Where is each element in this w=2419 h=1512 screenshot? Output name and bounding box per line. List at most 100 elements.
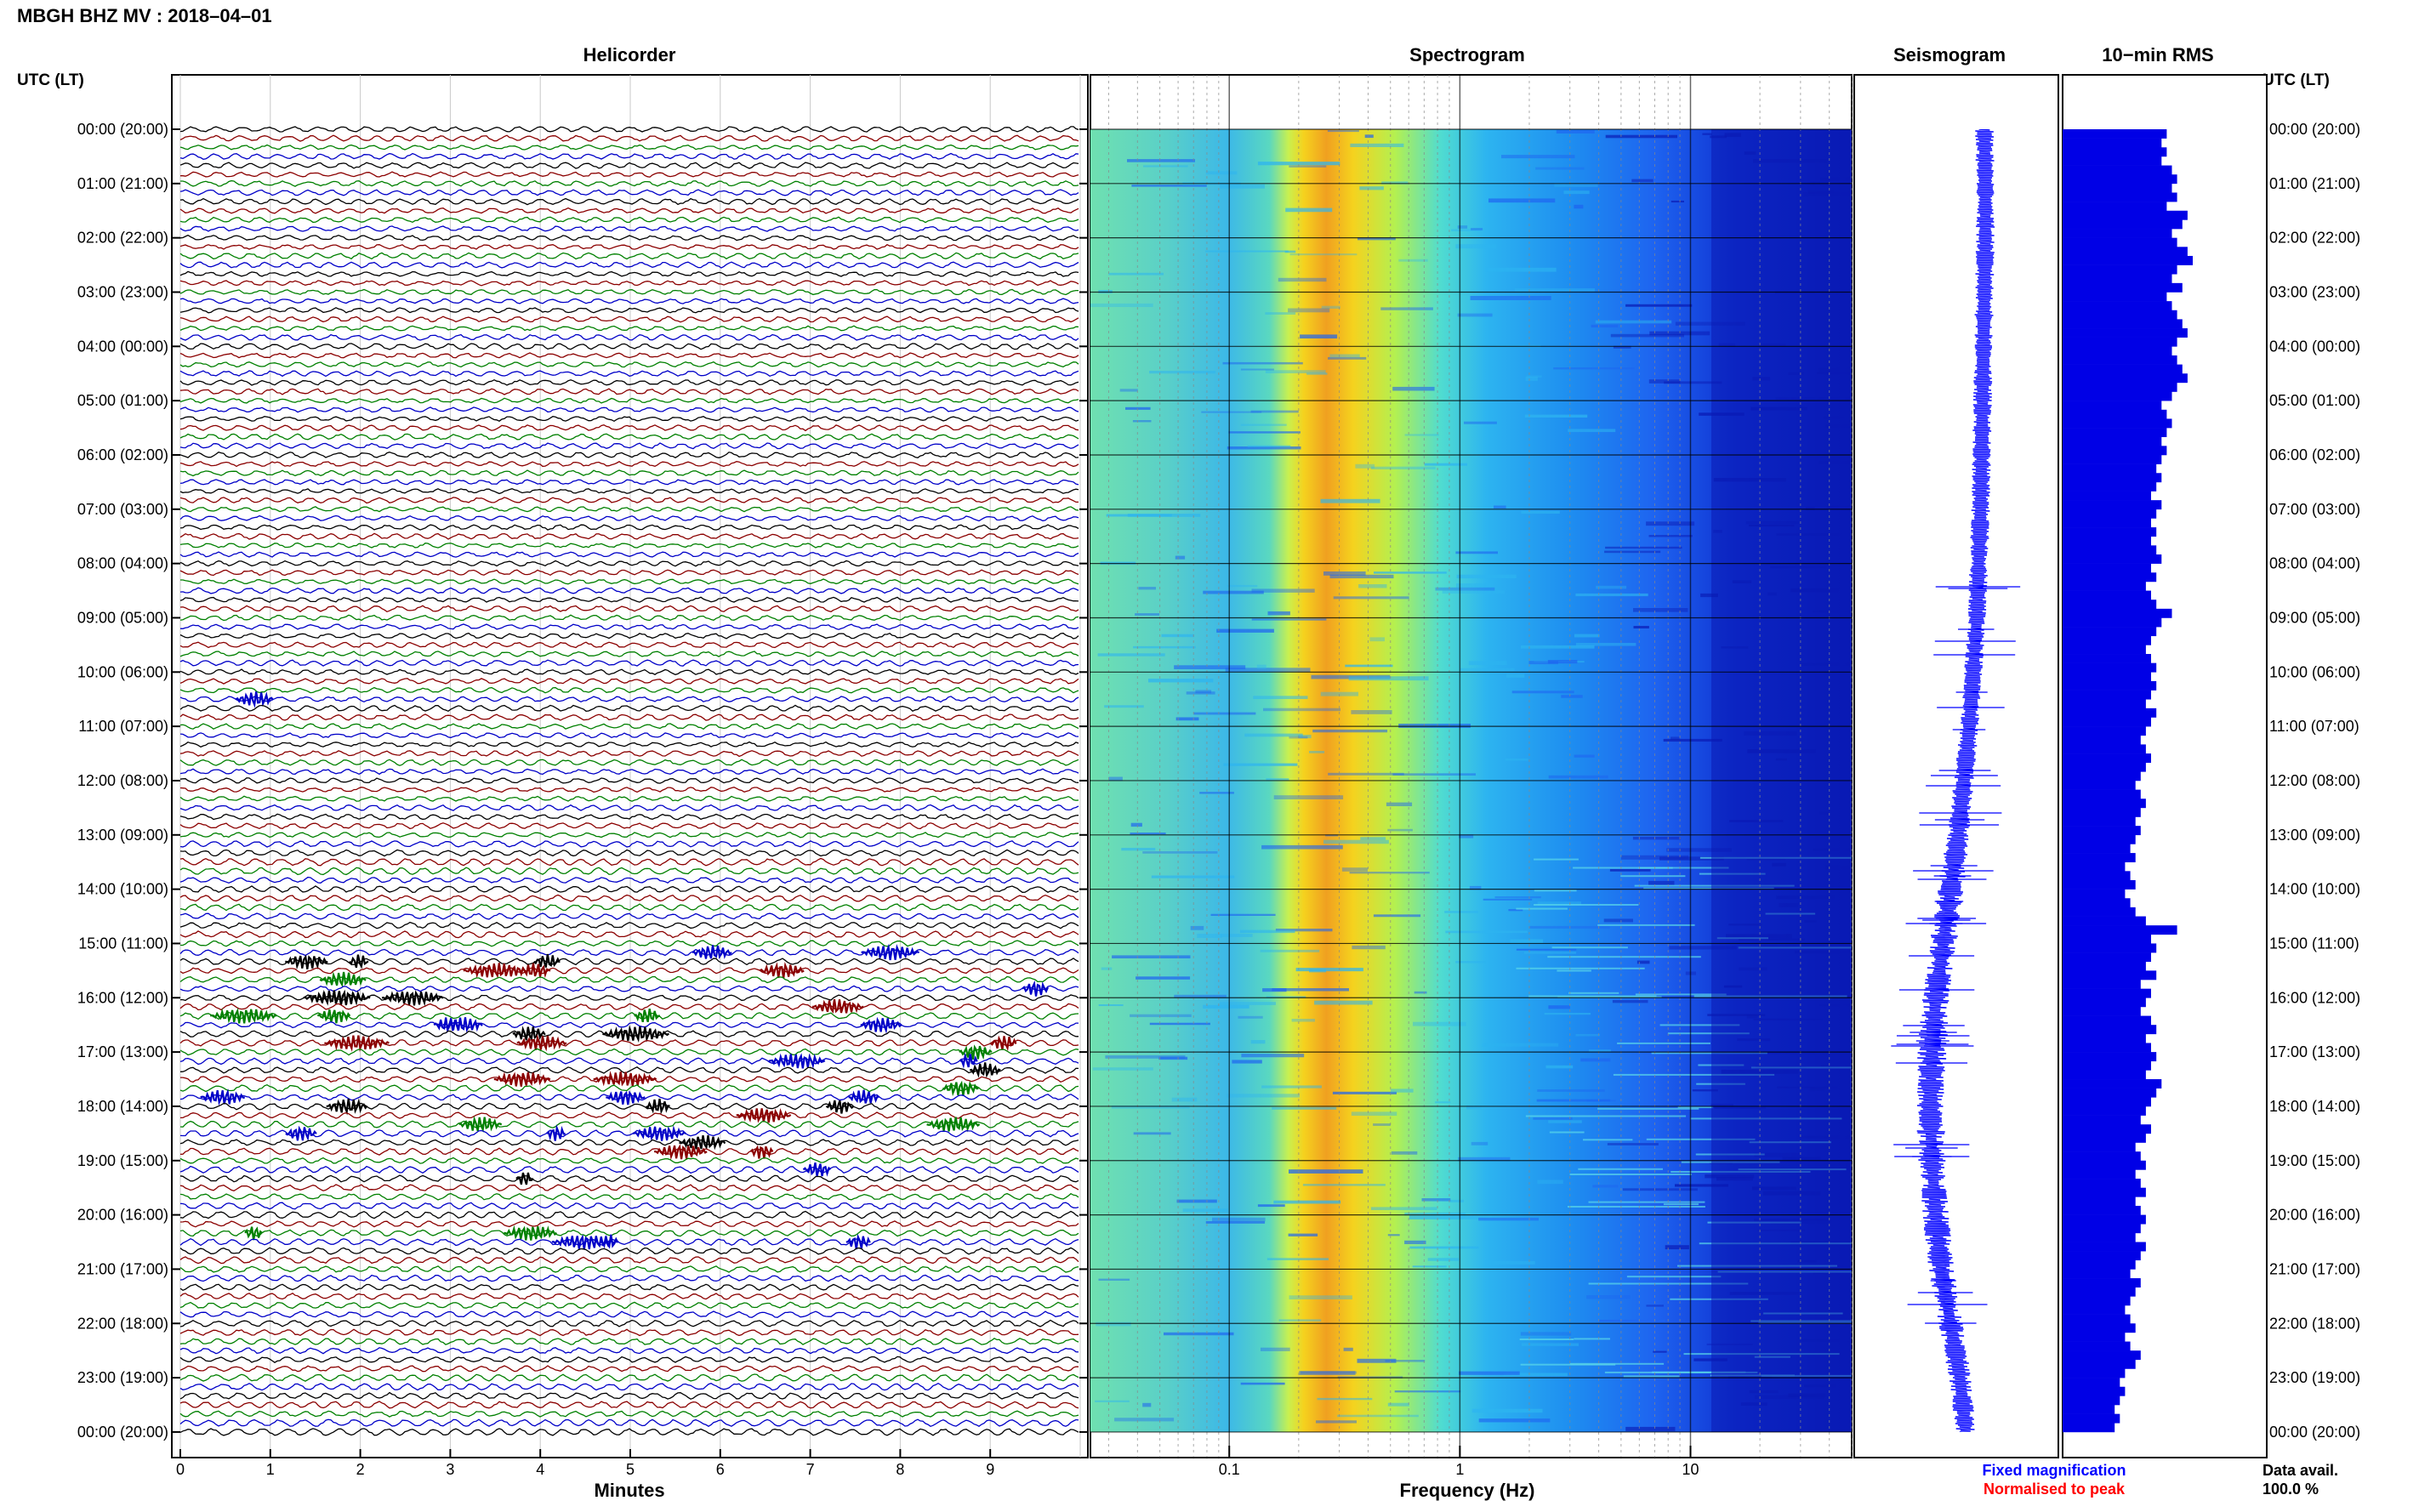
- helicorder-trace: [179, 1066, 1079, 1074]
- spectrogram-speckle: [1266, 1258, 1329, 1260]
- time-label-right: 23:00 (19:00): [2269, 1369, 2360, 1386]
- spectrogram-speckle: [1358, 584, 1387, 588]
- minute-tick-label: 3: [446, 1461, 454, 1478]
- spectrogram-speckle: [1456, 574, 1517, 579]
- rms-bar: [2063, 446, 2167, 456]
- spectrogram-speckle: [1275, 929, 1333, 932]
- helicorder-trace: [179, 1418, 1079, 1428]
- helicorder-trace: [179, 261, 1079, 269]
- spectrogram-speckle: [1414, 991, 1427, 994]
- seismogram-frame: [1853, 74, 2059, 1458]
- spectrogram-speckle: [1469, 885, 1482, 890]
- helicorder-trace: [179, 370, 1079, 378]
- helicorder-trace: [179, 840, 1079, 848]
- spectrogram-speckle: [1373, 914, 1421, 918]
- rms-bar: [2063, 1197, 2136, 1207]
- spectrogram-speckle: [1212, 1217, 1266, 1222]
- spectrogram-speckle: [1240, 1382, 1285, 1385]
- rms-bar: [2063, 654, 2151, 663]
- spectrogram-speckle: [1455, 961, 1486, 963]
- rms-bar: [2063, 1341, 2131, 1351]
- helicorder-trace: [179, 1391, 1079, 1400]
- spectrogram-speckle: [1458, 1157, 1511, 1162]
- spectrogram-speckle: [1291, 1019, 1315, 1022]
- frequency-tick-label: 10: [1682, 1461, 1699, 1478]
- spectrogram-speckle: [1671, 736, 1680, 740]
- spectrogram-speckle: [1457, 225, 1468, 229]
- rms-bar: [2063, 690, 2151, 700]
- rms-bar: [2063, 1205, 2141, 1215]
- spectrogram-speckle: [1455, 551, 1498, 554]
- spectrogram-speckle: [1595, 320, 1672, 324]
- spectrogram-speckle: [1256, 664, 1266, 669]
- helicorder-trace: [179, 1111, 1079, 1119]
- rms-bar: [2063, 1015, 2151, 1026]
- rms-bar: [2063, 1278, 2141, 1288]
- spectrogram-speckle: [1149, 1022, 1210, 1026]
- spectrogram-speckle: [1700, 593, 1718, 598]
- rms-bar: [2063, 617, 2162, 628]
- helicorder-event: [861, 943, 920, 961]
- helicorder-trace: [179, 551, 1079, 558]
- helicorder-trace: [179, 1165, 1079, 1174]
- spectrogram-speckle: [1359, 186, 1384, 190]
- spectrogram-speckle: [1398, 259, 1428, 262]
- spectrogram-speckle: [1621, 855, 1689, 860]
- helicorder-trace: [179, 903, 1079, 912]
- helicorder-event: [759, 962, 805, 979]
- spectrogram-event-band: [1516, 907, 1568, 910]
- spectrogram-speckle: [1625, 304, 1693, 307]
- helicorder-trace: [179, 678, 1079, 685]
- spectrogram-speckle: [1205, 171, 1238, 175]
- spectrogram-speckle: [1143, 165, 1188, 168]
- helicorder-trace: [180, 179, 1079, 187]
- time-label-left: 18:00 (14:00): [77, 1098, 168, 1115]
- spectrogram-speckle: [1511, 691, 1574, 694]
- spectrogram-speckle: [1186, 691, 1215, 695]
- rms-bar: [2063, 980, 2141, 989]
- rms-bar: [2063, 1115, 2141, 1125]
- spectrogram-speckle: [1289, 1169, 1363, 1174]
- helicorder-event: [326, 1098, 368, 1116]
- spectrogram-speckle: [1289, 165, 1327, 168]
- spectrogram-speckle: [1535, 167, 1585, 170]
- helicorder-trace: [179, 651, 1079, 657]
- helicorder-trace: [179, 1210, 1079, 1219]
- spectrogram-event-band: [1623, 1375, 1680, 1378]
- spectrogram-speckle: [1387, 1402, 1409, 1407]
- frequency-tick-label: 0.1: [1219, 1461, 1240, 1478]
- rms-bar: [2063, 1323, 2136, 1333]
- minute-tick-label: 1: [266, 1461, 275, 1478]
- spectrogram-speckle: [1648, 535, 1693, 537]
- helicorder-trace: [179, 1083, 1079, 1093]
- legend-fixed-magnification: Fixed magnification: [1982, 1462, 2126, 1479]
- spectrogram-speckle: [1526, 375, 1542, 378]
- spectrogram-speckle: [1435, 587, 1495, 591]
- spectrogram-speckle: [1636, 960, 1650, 964]
- helicorder-trace: [179, 1003, 1079, 1011]
- spectrogram-speckle: [1323, 839, 1389, 844]
- time-label-right: 09:00 (05:00): [2269, 609, 2360, 626]
- spectrogram-speckle: [1130, 1014, 1192, 1018]
- spectrogram-speckle: [1374, 571, 1447, 574]
- spectrogram-speckle: [1385, 1360, 1426, 1362]
- rms-bar: [2063, 970, 2157, 981]
- station-title: MBGH BHZ MV : 2018–04–01: [17, 5, 272, 26]
- spectrogram-event-band: [1547, 956, 1701, 958]
- spectrogram-speckle: [1612, 999, 1648, 1003]
- spectrogram-event-band: [1677, 1106, 1713, 1109]
- rms-bar: [2063, 952, 2151, 963]
- rms-bar: [2063, 255, 2193, 265]
- frequency-tick-label: 1: [1455, 1461, 1464, 1478]
- rms-bar: [2063, 925, 2177, 935]
- helicorder-event: [802, 1162, 832, 1177]
- spectrogram-speckle: [1227, 1094, 1300, 1098]
- spectrogram-event-band: [1551, 946, 1628, 949]
- rms-bar: [2063, 1006, 2141, 1016]
- spectrogram-event-band: [1659, 1024, 1740, 1026]
- rms-bar: [2063, 138, 2162, 148]
- spectrogram-speckle: [1387, 828, 1413, 832]
- spectrogram-speckle: [1364, 134, 1374, 139]
- helicorder-x-ticks: 0 1 2 3 4 5 6 7 8 9: [176, 1449, 994, 1478]
- spectrogram-speckle: [1349, 872, 1430, 874]
